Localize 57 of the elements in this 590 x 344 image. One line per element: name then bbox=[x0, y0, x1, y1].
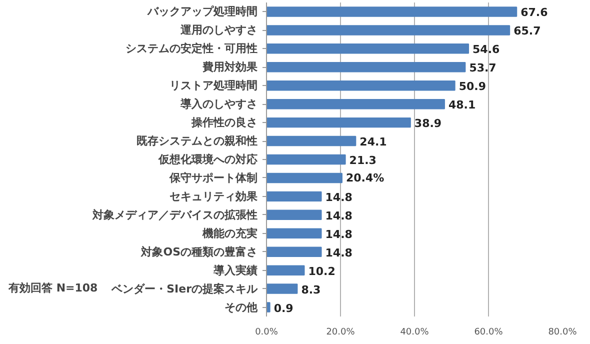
y-tick-label: 費用対効果 bbox=[202, 60, 258, 74]
y-tick-label: ベンダー・SIerの提案スキル bbox=[110, 282, 258, 296]
y-tick-label: 仮想化環境への対応 bbox=[158, 153, 258, 166]
y-tick-label: 既存システムとの親和性 bbox=[136, 134, 258, 148]
bar bbox=[266, 6, 518, 17]
data-label: 38.9 bbox=[414, 117, 442, 130]
data-label: 21.3 bbox=[349, 154, 376, 167]
data-label: 54.6 bbox=[472, 43, 500, 56]
data-label: 20.4% bbox=[346, 171, 384, 184]
data-label: 65.7 bbox=[514, 24, 541, 38]
bar bbox=[266, 302, 270, 312]
bar bbox=[266, 284, 298, 294]
data-label: 24.1 bbox=[360, 136, 387, 149]
data-label: 53.7 bbox=[469, 62, 496, 75]
y-tick-label: 保守サポート体制 bbox=[168, 171, 258, 184]
bar bbox=[266, 265, 305, 276]
y-tick-label: その他 bbox=[224, 300, 258, 314]
y-tick-label: 導入実績 bbox=[212, 264, 258, 277]
data-label: 67.6 bbox=[520, 6, 548, 20]
y-tick-label: セキュリティ効果 bbox=[170, 190, 258, 203]
bar bbox=[266, 25, 510, 36]
x-tick-label: 80.0% bbox=[548, 328, 578, 338]
y-tick-label: バックアップ処理時間 bbox=[146, 5, 258, 18]
data-label: 14.8 bbox=[325, 246, 352, 260]
data-label: 0.9 bbox=[274, 302, 294, 315]
x-tick-label: 60.0% bbox=[474, 328, 504, 338]
x-tick-label: 40.0% bbox=[400, 328, 430, 338]
y-tick-label: 対象OSの種類の豊富さ bbox=[140, 245, 258, 258]
y-tick-label: 導入のしやすさ bbox=[180, 98, 258, 111]
bar bbox=[266, 98, 445, 110]
text: 有効回答 N=108 bbox=[8, 282, 98, 294]
bar bbox=[266, 117, 411, 128]
x-tick-label: 0.0% bbox=[255, 328, 278, 338]
y-tick-label: 運用のしやすさ bbox=[180, 24, 258, 37]
bar bbox=[266, 246, 322, 257]
bar bbox=[266, 172, 342, 184]
data-label: 10.2 bbox=[308, 264, 336, 278]
x-tick-label: 20.0% bbox=[326, 328, 356, 338]
data-label: 8.3 bbox=[301, 283, 321, 296]
bar bbox=[266, 154, 346, 165]
bar bbox=[266, 62, 466, 72]
data-label: 14.8 bbox=[325, 228, 352, 241]
y-tick-label: 対象メディア／デバイスの拡張性 bbox=[92, 208, 258, 222]
y-tick-label: システムの安定性・可用性 bbox=[126, 42, 258, 56]
data-label: 14.8 bbox=[325, 209, 352, 222]
bar bbox=[266, 80, 456, 91]
data-label: 50.9 bbox=[458, 80, 486, 94]
bar bbox=[266, 136, 356, 146]
y-tick-label: 機能の充実 bbox=[202, 226, 258, 240]
y-tick-label: リストア処理時間 bbox=[170, 79, 258, 92]
y-tick-label: 操作性の良さ bbox=[190, 116, 258, 130]
bar bbox=[266, 228, 322, 238]
bar bbox=[266, 44, 470, 54]
data-label: 48.1 bbox=[448, 98, 476, 112]
bar bbox=[266, 210, 322, 220]
data-label: 14.8 bbox=[325, 190, 352, 204]
bar bbox=[266, 191, 322, 202]
